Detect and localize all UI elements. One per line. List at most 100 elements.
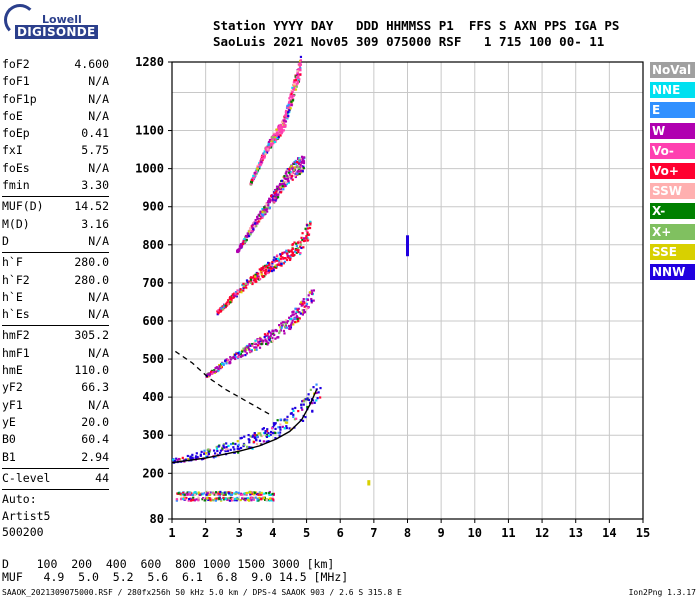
echo-point [188, 492, 191, 495]
echo-point [288, 169, 291, 172]
echo-point [294, 75, 297, 78]
echo-point [225, 446, 228, 449]
echo-point [293, 83, 297, 86]
echo-point [209, 372, 212, 375]
echo-point [272, 422, 275, 425]
echo-point [315, 391, 318, 395]
echo-point [217, 312, 220, 315]
echo-point [308, 291, 312, 294]
echo-point [244, 286, 248, 289]
echo-point [302, 167, 305, 170]
echo-point [300, 160, 303, 163]
echo-point [262, 157, 265, 160]
echo-point [294, 250, 297, 253]
echo-point [233, 448, 236, 451]
echo-point [241, 497, 244, 500]
echo-point [280, 322, 283, 325]
param-value: N/A [88, 397, 109, 412]
echo-point [297, 161, 301, 164]
echo-point [298, 311, 301, 314]
echo-point [310, 301, 313, 304]
echo-point [198, 493, 201, 496]
echo-point [186, 493, 190, 496]
echo-point [243, 443, 246, 446]
x-tick-label: 14 [602, 526, 616, 540]
x-tick-label: 2 [202, 526, 209, 540]
echo-point [274, 265, 277, 268]
echo-point [245, 445, 249, 448]
echo-point [274, 427, 277, 431]
echo-point [232, 295, 236, 299]
echo-point [230, 493, 233, 496]
echo-point [289, 324, 293, 327]
param-row: fxI 5.75 [2, 143, 109, 160]
echo-point [263, 492, 266, 495]
echo-point [259, 338, 262, 342]
echo-point [258, 439, 262, 442]
echo-point [291, 178, 294, 181]
echo-point [202, 497, 205, 500]
param-label: yF1 [2, 397, 23, 412]
echo-point [261, 275, 264, 279]
echo-point [268, 493, 271, 496]
echo-point [276, 194, 279, 197]
echo-point [268, 491, 271, 495]
echo-point [298, 160, 301, 163]
echo-point [214, 491, 218, 494]
echo-point [291, 313, 294, 316]
echo-point [247, 499, 251, 502]
echo-point [248, 438, 251, 442]
echo-point [287, 101, 291, 104]
echo-point [252, 274, 256, 278]
echo-point [286, 421, 289, 424]
echo-point [244, 282, 248, 286]
echo-point [263, 335, 266, 339]
echo-point [229, 296, 232, 299]
echo-point [236, 440, 239, 443]
param-value: N/A [88, 289, 109, 304]
echo-point [234, 292, 237, 295]
echo-point [274, 264, 277, 267]
echo-point [286, 320, 289, 323]
param-row: foE N/A [2, 109, 109, 126]
echo-point [251, 282, 254, 285]
echo-point [296, 157, 300, 161]
echo-point [286, 258, 289, 262]
echo-point [262, 152, 265, 155]
legend-item-vominus: Vo- [650, 142, 695, 159]
echo-point [257, 218, 260, 221]
echo-point [276, 132, 279, 135]
echo-point [265, 339, 268, 343]
echo-point [262, 156, 265, 159]
echo-point [306, 405, 309, 409]
echo-point [282, 262, 285, 265]
echo-point [248, 280, 251, 283]
echo-point [175, 457, 178, 460]
echo-point [291, 96, 294, 99]
echo-point [173, 460, 177, 463]
echo-point [286, 174, 289, 177]
legend-item-voplus: Vo+ [650, 162, 695, 179]
echo-point [260, 274, 264, 277]
y-tick-label: 500 [142, 352, 164, 366]
echo-point [234, 355, 237, 359]
echo-point [272, 269, 275, 272]
echo-point [264, 430, 267, 433]
x-tick-label: 7 [370, 526, 377, 540]
echo-point [256, 277, 259, 280]
echo-point [245, 493, 248, 496]
echo-point [215, 497, 218, 500]
echo-point [214, 499, 217, 502]
echo-point [262, 339, 265, 342]
echo-point [259, 432, 262, 435]
echo-point [284, 114, 287, 117]
echo-point [281, 256, 284, 259]
echo-point [295, 417, 298, 420]
echo-point [226, 448, 229, 451]
param-label: MUF(D) [2, 199, 44, 214]
echo-point [246, 232, 249, 235]
echo-point [273, 195, 276, 198]
echo-point [284, 120, 288, 123]
echo-point [248, 441, 251, 444]
echo-point [192, 496, 195, 499]
